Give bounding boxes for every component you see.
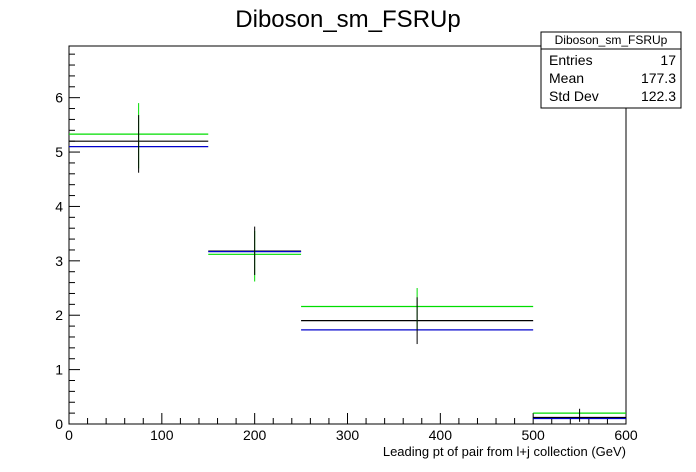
stats-title: Diboson_sm_FSRUp [555,33,668,47]
stats-box: Diboson_sm_FSRUp Entries 17 Mean 177.3 S… [540,31,682,109]
axis-ticks: 0 100 200 300 400 500 600 0 1 2 3 4 5 6 [55,53,638,443]
stats-label-stddev: Std Dev [549,88,599,104]
error-bars [138,103,581,422]
y-tick-label: 3 [55,253,63,269]
chart-title: Diboson_sm_FSRUp [235,6,460,33]
stats-value-entries: 17 [660,52,676,68]
stats-value-mean: 177.3 [641,70,676,86]
x-tick-label: 0 [65,427,73,443]
histogram-bars [69,133,626,420]
y-tick-label: 1 [55,362,63,378]
y-tick-label: 0 [55,416,63,432]
x-tick-label: 400 [429,427,453,443]
stats-label-mean: Mean [549,70,584,86]
y-tick-label: 4 [55,198,63,214]
x-tick-label: 200 [243,427,267,443]
x-tick-label: 300 [336,427,360,443]
stats-label-entries: Entries [549,52,593,68]
x-axis-label: Leading pt of pair from l+j collection (… [383,444,626,459]
x-tick-label: 600 [614,427,638,443]
y-tick-label: 5 [55,144,63,160]
x-tick-label: 500 [521,427,545,443]
y-tick-label: 2 [55,307,63,323]
x-tick-label: 100 [150,427,174,443]
y-tick-label: 6 [55,90,63,106]
stats-value-stddev: 122.3 [641,88,676,104]
